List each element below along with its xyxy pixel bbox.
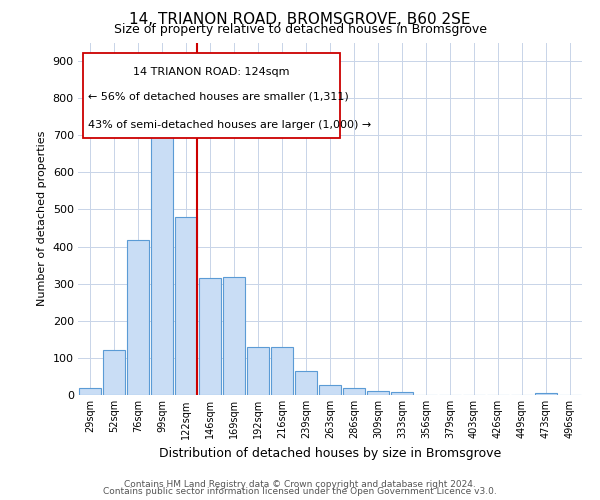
Bar [151, 123, 173, 395]
Bar [391, 392, 413, 395]
Text: ← 56% of detached houses are smaller (1,311): ← 56% of detached houses are smaller (1,… [88, 92, 349, 102]
Text: Size of property relative to detached houses in Bromsgrove: Size of property relative to detached ho… [113, 22, 487, 36]
Bar [199, 278, 221, 395]
Bar [295, 371, 317, 395]
Bar [343, 388, 365, 395]
Bar [319, 384, 341, 395]
Bar [79, 388, 101, 395]
Bar [271, 347, 293, 395]
Text: Contains HM Land Registry data © Crown copyright and database right 2024.: Contains HM Land Registry data © Crown c… [124, 480, 476, 489]
Bar [127, 240, 149, 395]
FancyBboxPatch shape [83, 53, 340, 138]
X-axis label: Distribution of detached houses by size in Bromsgrove: Distribution of detached houses by size … [159, 447, 501, 460]
Bar [223, 277, 245, 395]
Text: 14, TRIANON ROAD, BROMSGROVE, B60 2SE: 14, TRIANON ROAD, BROMSGROVE, B60 2SE [129, 12, 471, 28]
Bar [367, 392, 389, 395]
Bar [103, 350, 125, 395]
Bar [175, 217, 197, 395]
Y-axis label: Number of detached properties: Number of detached properties [37, 131, 47, 306]
Bar [247, 347, 269, 395]
Text: Contains public sector information licensed under the Open Government Licence v3: Contains public sector information licen… [103, 487, 497, 496]
Text: 43% of semi-detached houses are larger (1,000) →: 43% of semi-detached houses are larger (… [88, 120, 371, 130]
Text: 14 TRIANON ROAD: 124sqm: 14 TRIANON ROAD: 124sqm [133, 67, 290, 77]
Bar [535, 393, 557, 395]
